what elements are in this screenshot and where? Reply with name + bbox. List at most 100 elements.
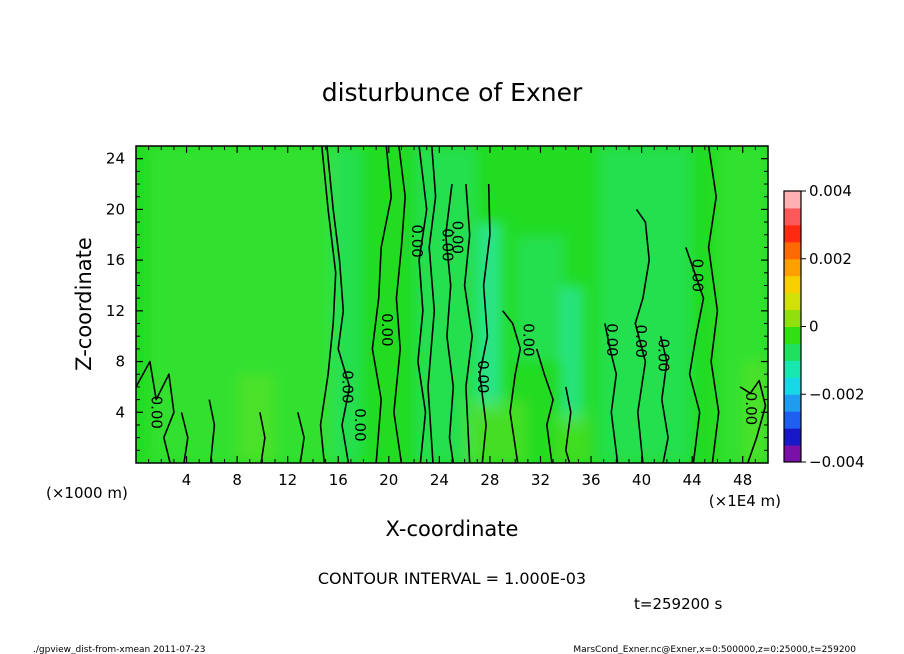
x-unit-label-right: (×1E4 m)	[709, 492, 781, 510]
contour-line	[685, 247, 705, 463]
contour-label: 0.00	[632, 325, 650, 358]
contour-line	[319, 146, 337, 463]
contour-line	[565, 386, 572, 463]
colorbar-swatch	[784, 360, 801, 378]
contour-label: 0.00	[655, 339, 673, 372]
colorbar-tick-label: 0.004	[809, 182, 852, 200]
x-unit-label: (×1000 m)	[46, 484, 128, 502]
x-tick-label: 28	[480, 471, 499, 489]
contour-line	[259, 412, 266, 463]
colorbar-tick-label: −0.002	[809, 385, 865, 403]
colorbar-swatch	[784, 292, 801, 311]
colorbar: 0.004 0.002 0 −0.002 −0.004	[783, 182, 865, 471]
contour-line	[371, 146, 393, 463]
x-axis: 4 8 12 16 20 24 28 32 36 40 44 48	[148, 146, 756, 489]
y-tick-label: 8	[115, 353, 125, 371]
contour-line	[180, 412, 189, 463]
field-region	[237, 374, 276, 463]
x-axis-title: X-coordinate	[386, 517, 519, 541]
footer-left: ./gpview_dist-from-xmean 2011-07-23	[33, 645, 205, 654]
contour-line	[417, 146, 428, 463]
contour-label: 0.00	[438, 228, 456, 261]
contour-label: 0.00	[519, 323, 537, 356]
contour-line	[535, 348, 554, 463]
x-tick-label: 20	[379, 471, 398, 489]
contour-line	[659, 336, 669, 463]
contour-lines	[136, 146, 767, 463]
y-tick-label: 20	[106, 200, 125, 218]
field-region	[553, 412, 592, 463]
colorbar-swatch	[784, 275, 801, 294]
contour-line	[393, 146, 406, 463]
x-tick-label: 32	[531, 471, 550, 489]
contour-label: 0.00	[148, 396, 166, 429]
x-tick-label: 44	[683, 471, 702, 489]
field-region	[464, 399, 528, 463]
contour-line	[501, 310, 522, 463]
x-tick-label: 24	[430, 471, 449, 489]
contour-label: 0.00	[603, 323, 621, 356]
colorbar-swatch	[784, 377, 801, 395]
colorbar-swatch	[784, 343, 801, 361]
contour-line	[707, 146, 720, 463]
contour-interval-text: CONTOUR INTERVAL = 1.000E-03	[318, 569, 586, 588]
field-region	[597, 146, 693, 463]
y-tick-label: 4	[115, 403, 125, 421]
contour-line	[208, 399, 216, 463]
field-region	[515, 234, 566, 362]
contour-line	[739, 379, 767, 463]
contour-label: 0.00	[351, 408, 369, 441]
colorbar-swatch	[784, 207, 801, 226]
field-region	[477, 222, 503, 413]
contour-label: 0.00	[449, 221, 467, 254]
contour-label: 0.00	[408, 224, 426, 257]
colorbar-swatch	[784, 411, 801, 429]
contour-label: 0.00	[742, 392, 760, 425]
time-label: t=259200 s	[634, 595, 722, 613]
x-tick-label: 48	[733, 471, 752, 489]
colorbar-tick-label: −0.004	[809, 453, 865, 471]
field-region	[331, 146, 364, 463]
colorbar-swatch	[784, 241, 801, 260]
y-tick-label: 24	[106, 150, 125, 168]
colorbar-swatch	[784, 191, 801, 209]
colorbar-swatch	[784, 428, 801, 446]
colorbar-swatch	[784, 445, 801, 463]
colorbar-tick-label: 0.002	[809, 250, 852, 268]
contour-line	[136, 360, 175, 463]
contour-line	[479, 183, 491, 463]
contour-line	[463, 183, 473, 463]
contour-line	[326, 146, 351, 463]
colorbar-swatch	[784, 326, 801, 344]
colorbar-swatch	[784, 224, 801, 243]
y-tick-label: 16	[106, 251, 125, 269]
x-tick-label: 40	[632, 471, 651, 489]
contour-label: 0.00	[378, 313, 396, 346]
contour-label: 0.00	[339, 370, 357, 403]
x-tick-label: 16	[329, 471, 348, 489]
colorbar-swatch	[784, 258, 801, 277]
contour-line	[634, 208, 650, 463]
contour-line	[444, 183, 455, 463]
contour-labels: 0.000.000.000.000.00 0.000.000.000.00 0.00…	[148, 221, 760, 442]
contour-label: 0.00	[474, 360, 492, 393]
colorbar-swatch	[784, 394, 801, 412]
x-tick-label: 12	[278, 471, 297, 489]
colorbar-tick-label: 0	[809, 318, 819, 336]
chart-title: disturbunce of Exner	[322, 78, 583, 107]
y-axis: 4 8 12 16 20 24	[106, 150, 768, 451]
y-tick-label: 12	[106, 302, 125, 320]
colorbar-swatch	[784, 309, 801, 327]
field-shading	[148, 146, 768, 463]
contour-line	[427, 146, 437, 463]
footer-right: MarsCond_Exner.nc@Exner,x=0:500000,z=0:2…	[573, 645, 856, 654]
contour-line	[297, 412, 305, 463]
y-axis-title: Z-coordinate	[72, 237, 96, 371]
x-tick-label: 36	[581, 471, 600, 489]
plot-area: 0.000.000.000.000.00 0.000.000.000.00 0.00…	[136, 146, 768, 463]
x-tick-label: 8	[232, 471, 242, 489]
contour-label: 0.00	[689, 259, 707, 292]
x-tick-label: 4	[182, 471, 192, 489]
contour-line	[604, 323, 619, 463]
